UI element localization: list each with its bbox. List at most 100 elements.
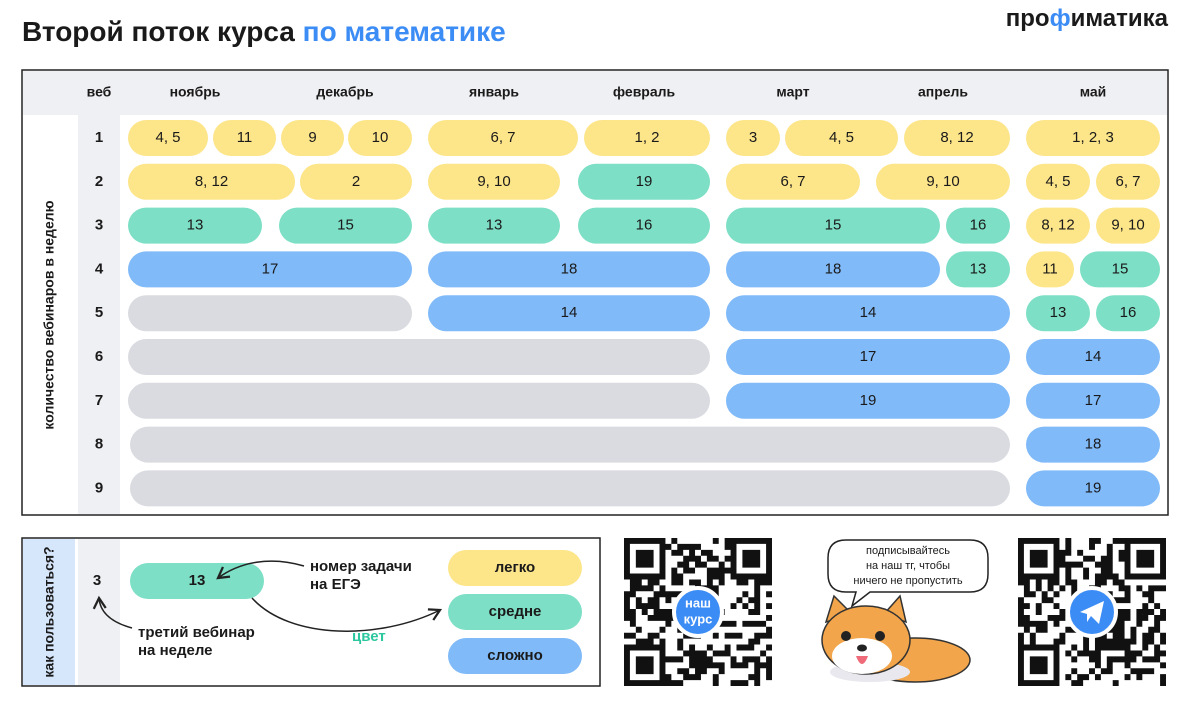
pill bbox=[726, 163, 860, 200]
pill bbox=[213, 120, 276, 156]
color-note: цвет bbox=[352, 628, 386, 645]
pill bbox=[128, 163, 295, 200]
pill-text: 14 bbox=[561, 304, 578, 321]
pill bbox=[1026, 251, 1074, 288]
legend-pill-text: средне bbox=[489, 603, 542, 620]
row-number: 1 bbox=[95, 129, 103, 146]
pill bbox=[578, 207, 710, 244]
row-number: 6 bbox=[95, 348, 103, 365]
month: апрель bbox=[918, 84, 968, 100]
pill bbox=[726, 339, 1010, 375]
example-row: 3 bbox=[93, 572, 101, 589]
bubble-text: ничего не пропустить bbox=[853, 575, 963, 587]
pill-text: 1, 2, 3 bbox=[1072, 129, 1114, 146]
pill-text: 6, 7 bbox=[490, 129, 515, 146]
pill-text: 16 bbox=[970, 217, 987, 234]
pill bbox=[128, 251, 412, 288]
pill bbox=[726, 382, 1010, 419]
pill bbox=[946, 251, 1010, 288]
pill-text: 13 bbox=[1050, 304, 1067, 321]
empty-pill bbox=[130, 470, 1010, 507]
pill bbox=[1096, 163, 1160, 200]
row-number: 3 bbox=[95, 217, 103, 234]
row-number: 9 bbox=[95, 479, 103, 496]
arrow bbox=[216, 560, 305, 580]
pill bbox=[1026, 120, 1160, 156]
pill-text: 8, 12 bbox=[940, 129, 973, 146]
month: май bbox=[1080, 84, 1107, 100]
row-number: 4 bbox=[95, 260, 104, 277]
legend-pill-text: сложно bbox=[487, 647, 543, 664]
pill-text: 4, 5 bbox=[1045, 173, 1070, 190]
pill bbox=[578, 163, 710, 200]
pill bbox=[348, 120, 412, 156]
pill bbox=[785, 120, 898, 156]
pill bbox=[428, 251, 710, 288]
row-number: 5 bbox=[95, 304, 103, 321]
example-pill-text: 13 bbox=[189, 572, 206, 589]
pill-text: 15 bbox=[1112, 260, 1129, 277]
pill-text: 17 bbox=[860, 348, 877, 365]
pill-text: 17 bbox=[1085, 392, 1102, 409]
logo: профиматика bbox=[1006, 5, 1169, 32]
month: март bbox=[776, 84, 809, 100]
pill-text: 18 bbox=[825, 260, 842, 277]
qr-badge bbox=[672, 586, 724, 638]
arrow bbox=[251, 597, 443, 632]
pill bbox=[281, 120, 344, 156]
pill bbox=[428, 120, 578, 156]
pill-text: 13 bbox=[970, 260, 987, 277]
legend-label: как пользоваться? bbox=[41, 546, 57, 677]
arrow bbox=[92, 595, 133, 629]
pill-text: 16 bbox=[636, 217, 653, 234]
qr-badge-text: наш bbox=[685, 595, 711, 610]
empty-pill bbox=[128, 382, 710, 419]
legend-pill bbox=[448, 594, 582, 630]
task-note: номер задачи bbox=[310, 558, 412, 575]
axis-label: количество вебинаров в неделю bbox=[41, 200, 57, 429]
row-number: 8 bbox=[95, 436, 103, 453]
bubble-text: на наш тг, чтобы bbox=[866, 560, 950, 572]
pill-text: 6, 7 bbox=[1115, 173, 1140, 190]
pill bbox=[726, 295, 1010, 332]
speech-bubble bbox=[827, 539, 989, 609]
empty-pill bbox=[128, 339, 710, 375]
corner: веб bbox=[87, 84, 112, 100]
pill bbox=[876, 163, 1010, 200]
month: январь bbox=[469, 84, 519, 100]
example-pill bbox=[130, 563, 264, 599]
pill bbox=[128, 207, 262, 244]
pill-text: 13 bbox=[187, 217, 204, 234]
pill bbox=[726, 207, 940, 244]
pill bbox=[584, 120, 710, 156]
legend-strip bbox=[23, 539, 75, 685]
pill bbox=[1096, 207, 1160, 244]
pill-text: 14 bbox=[860, 304, 877, 321]
row-number: 7 bbox=[95, 392, 103, 409]
pill-text: 8, 12 bbox=[195, 173, 228, 190]
pill-text: 18 bbox=[1085, 436, 1102, 453]
pill-text: 9, 10 bbox=[477, 173, 510, 190]
legend-pill bbox=[448, 550, 582, 586]
row-note: на неделе bbox=[138, 642, 213, 659]
month: ноябрь bbox=[170, 84, 221, 100]
pill-text: 19 bbox=[636, 173, 653, 190]
pill-text: 9 bbox=[308, 129, 316, 146]
pill-text: 16 bbox=[1120, 304, 1137, 321]
empty-pill bbox=[130, 426, 1010, 463]
pill-text: 4, 5 bbox=[155, 129, 180, 146]
pill bbox=[428, 163, 560, 200]
pill-text: 17 bbox=[262, 260, 279, 277]
pill-text: 9, 10 bbox=[926, 173, 959, 190]
title: Второй поток курса по математике bbox=[22, 16, 506, 47]
pill-text: 11 bbox=[1042, 260, 1058, 277]
month: февраль bbox=[613, 84, 676, 100]
row-number-bg bbox=[78, 71, 120, 514]
legend-pill bbox=[448, 638, 582, 674]
task-note: на ЕГЭ bbox=[310, 576, 361, 593]
pill bbox=[128, 120, 208, 156]
pill bbox=[1026, 163, 1090, 200]
pill bbox=[1026, 382, 1160, 419]
bubble-text: подписывайтесь bbox=[866, 545, 950, 557]
qr-code bbox=[1017, 538, 1166, 686]
